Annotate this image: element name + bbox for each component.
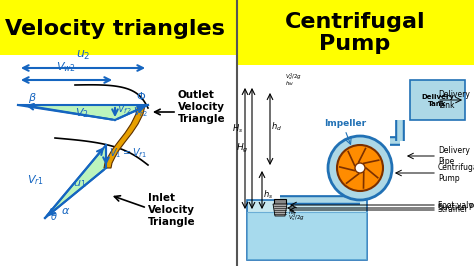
Text: $h_d$: $h_d$ bbox=[271, 120, 282, 133]
Text: $V_{f2}$: $V_{f2}$ bbox=[117, 102, 132, 116]
Text: Velocity triangles: Velocity triangles bbox=[5, 19, 225, 39]
Text: $H_s$: $H_s$ bbox=[232, 122, 243, 135]
Text: $h_{fs}$: $h_{fs}$ bbox=[288, 208, 297, 217]
Text: $V_{r1}$: $V_{r1}$ bbox=[27, 173, 44, 187]
Bar bbox=[274, 199, 286, 204]
Text: Impeller: Impeller bbox=[324, 119, 366, 128]
Text: Centrifugal: Centrifugal bbox=[285, 12, 425, 32]
Bar bbox=[237, 65, 474, 266]
Text: $u_2$: $u_2$ bbox=[76, 49, 90, 62]
Text: Outlet
Velocity
Triangle: Outlet Velocity Triangle bbox=[178, 90, 226, 124]
Polygon shape bbox=[18, 105, 148, 120]
Text: Delivery
Pipe: Delivery Pipe bbox=[438, 146, 470, 166]
Text: $V_{r2}$: $V_{r2}$ bbox=[133, 105, 148, 119]
Polygon shape bbox=[45, 145, 106, 218]
Bar bbox=[0, 55, 237, 266]
Text: $V_s^2/2g$: $V_s^2/2g$ bbox=[288, 212, 305, 223]
Bar bbox=[410, 80, 465, 120]
Text: $h_s$: $h_s$ bbox=[263, 189, 273, 201]
Bar bbox=[247, 200, 367, 260]
Text: Delivery
Tank: Delivery Tank bbox=[438, 90, 470, 110]
Text: Delivery
Tank: Delivery Tank bbox=[421, 94, 454, 106]
Polygon shape bbox=[104, 105, 145, 168]
Text: $\alpha$: $\alpha$ bbox=[61, 206, 70, 216]
Bar bbox=[247, 212, 367, 260]
Text: $\Phi$: $\Phi$ bbox=[136, 90, 146, 102]
Text: $\beta$: $\beta$ bbox=[28, 91, 37, 105]
Circle shape bbox=[337, 145, 383, 191]
Text: $\theta$: $\theta$ bbox=[50, 210, 58, 222]
Polygon shape bbox=[273, 204, 287, 216]
Text: $u_1$: $u_1$ bbox=[73, 178, 87, 190]
Text: $V_1=V_{f1}$: $V_1=V_{f1}$ bbox=[109, 147, 147, 160]
Text: Pump: Pump bbox=[319, 34, 391, 54]
Circle shape bbox=[355, 163, 365, 173]
Text: Foot valve: Foot valve bbox=[438, 201, 474, 210]
Text: Suction Pipe: Suction Pipe bbox=[438, 203, 474, 213]
Text: Inlet
Velocity
Triangle: Inlet Velocity Triangle bbox=[148, 193, 196, 227]
Text: Strainer: Strainer bbox=[438, 206, 469, 214]
Text: $V_d^2/2g$: $V_d^2/2g$ bbox=[285, 71, 302, 82]
Text: $V_{w2}$: $V_{w2}$ bbox=[56, 60, 77, 74]
Text: $h_{fd}$: $h_{fd}$ bbox=[285, 79, 294, 88]
Bar bbox=[0, 0, 237, 55]
Text: Centrifugal
Pump: Centrifugal Pump bbox=[438, 163, 474, 183]
Text: $V_2$: $V_2$ bbox=[75, 106, 89, 120]
Text: $H_g$: $H_g$ bbox=[237, 142, 249, 155]
Bar bbox=[237, 0, 474, 65]
Circle shape bbox=[328, 136, 392, 200]
